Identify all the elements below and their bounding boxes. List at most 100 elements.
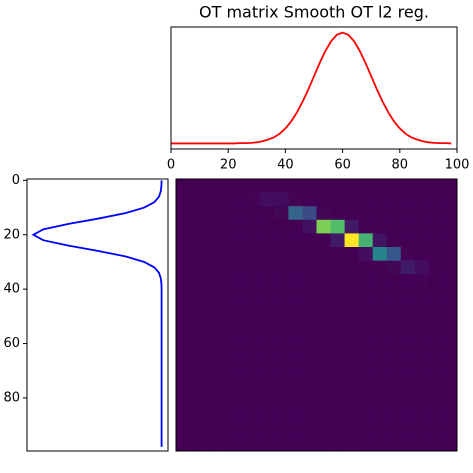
heatmap-cell bbox=[204, 355, 219, 370]
heatmap-cell bbox=[316, 410, 331, 425]
heatmap-cell bbox=[386, 423, 402, 438]
heatmap-cell bbox=[246, 410, 261, 425]
heatmap-cell bbox=[372, 369, 388, 384]
heatmap-cell bbox=[330, 260, 345, 275]
heatmap-cell bbox=[358, 383, 373, 397]
heatmap-cell bbox=[288, 274, 303, 289]
heatmap-cell bbox=[372, 355, 388, 370]
heatmap-cell bbox=[372, 192, 388, 207]
heatmap-cell bbox=[428, 328, 444, 343]
heatmap-cell bbox=[344, 342, 359, 357]
heatmap-cell bbox=[428, 369, 444, 384]
heatmap-cell bbox=[176, 206, 191, 221]
heatmap-cell bbox=[218, 206, 233, 221]
heatmap-cell bbox=[302, 355, 317, 370]
heatmap-cell bbox=[260, 247, 275, 261]
heatmap-cell bbox=[344, 315, 359, 329]
heatmap-cell bbox=[386, 369, 402, 384]
heatmap-cell bbox=[442, 206, 458, 221]
heatmap-cell bbox=[246, 247, 261, 261]
heatmap-cell bbox=[442, 423, 458, 438]
heatmap-cell bbox=[428, 179, 444, 193]
heatmap-cell bbox=[428, 355, 444, 370]
heatmap-cell bbox=[204, 315, 219, 329]
heatmap-cell bbox=[274, 287, 289, 302]
heatmap-cell bbox=[330, 383, 345, 397]
heatmap-cell bbox=[442, 383, 458, 397]
heatmap-cell bbox=[386, 287, 402, 302]
heatmap-cell bbox=[330, 315, 345, 329]
heatmap-cell bbox=[372, 342, 388, 357]
heatmap-cell bbox=[274, 179, 289, 193]
heatmap-cell bbox=[190, 410, 205, 425]
heatmap-cell bbox=[274, 396, 289, 411]
heatmap-cell bbox=[274, 206, 289, 221]
heatmap-cell bbox=[288, 423, 303, 438]
heatmap-cell bbox=[428, 410, 444, 425]
heatmap-cell bbox=[246, 369, 261, 384]
heatmap-cell bbox=[260, 410, 275, 425]
heatmap-cell bbox=[330, 355, 345, 370]
heatmap-cell bbox=[204, 206, 219, 221]
heatmap-cell bbox=[260, 396, 275, 411]
heatmap-cell bbox=[218, 179, 233, 193]
heatmap-cell bbox=[246, 328, 261, 343]
heatmap-cell bbox=[218, 233, 233, 248]
heatmap-cell bbox=[260, 192, 275, 207]
heatmap-cell bbox=[190, 423, 205, 438]
x-tick-label: 20 bbox=[220, 158, 237, 173]
heatmap-cell bbox=[330, 410, 345, 425]
heatmap-cell bbox=[316, 328, 331, 343]
heatmap-cell bbox=[414, 410, 430, 425]
heatmap-cell bbox=[232, 383, 247, 397]
heatmap-cell bbox=[344, 301, 359, 316]
heatmap-cell bbox=[288, 342, 303, 357]
heatmap-cell bbox=[302, 179, 317, 193]
heatmap-cell bbox=[260, 274, 275, 289]
heatmap-cell bbox=[218, 274, 233, 289]
heatmap-cell bbox=[414, 219, 430, 234]
heatmap-cell bbox=[288, 260, 303, 275]
heatmap-cell bbox=[274, 342, 289, 357]
heatmap-cell bbox=[372, 233, 388, 248]
heatmap-cell bbox=[190, 396, 205, 411]
heatmap-cell bbox=[372, 328, 388, 343]
heatmap-cell bbox=[400, 355, 416, 370]
heatmap-cell bbox=[372, 315, 388, 329]
heatmap-cell bbox=[316, 274, 331, 289]
heatmap-cell bbox=[400, 410, 416, 425]
heatmap-cell bbox=[246, 206, 261, 221]
heatmap-cell bbox=[414, 315, 430, 329]
line-series bbox=[31, 180, 163, 447]
heatmap-cell bbox=[218, 260, 233, 275]
heatmap-cell bbox=[190, 328, 205, 343]
heatmap-cell bbox=[190, 315, 205, 329]
heatmap-cell bbox=[232, 396, 247, 411]
heatmap-cell bbox=[428, 383, 444, 397]
heatmap-cell bbox=[246, 342, 261, 357]
heatmap-cell bbox=[302, 369, 317, 384]
heatmap-cell bbox=[428, 315, 444, 329]
heatmap-cell bbox=[372, 206, 388, 221]
heatmap-cell bbox=[232, 206, 247, 221]
heatmap-cell bbox=[176, 260, 191, 275]
heatmap-cell bbox=[344, 410, 359, 425]
heatmap-cell bbox=[260, 383, 275, 397]
heatmap-cell bbox=[386, 179, 402, 193]
heatmap-cell bbox=[400, 233, 416, 248]
y-tick-label: 40 bbox=[3, 282, 20, 297]
heatmap-cell bbox=[372, 437, 388, 452]
heatmap-cell bbox=[386, 410, 402, 425]
heatmap-cell bbox=[386, 274, 402, 289]
heatmap-cell bbox=[330, 219, 345, 234]
heatmap-cell bbox=[176, 383, 191, 397]
heatmap-cell bbox=[288, 315, 303, 329]
heatmap-cell bbox=[358, 179, 373, 193]
heatmap-cell bbox=[190, 355, 205, 370]
heatmap-cell bbox=[386, 233, 402, 248]
heatmap-cell bbox=[428, 437, 444, 452]
heatmap-cell bbox=[414, 192, 430, 207]
heatmap-cell bbox=[386, 301, 402, 316]
heatmap-cell bbox=[204, 396, 219, 411]
heatmap-cell bbox=[414, 260, 430, 275]
